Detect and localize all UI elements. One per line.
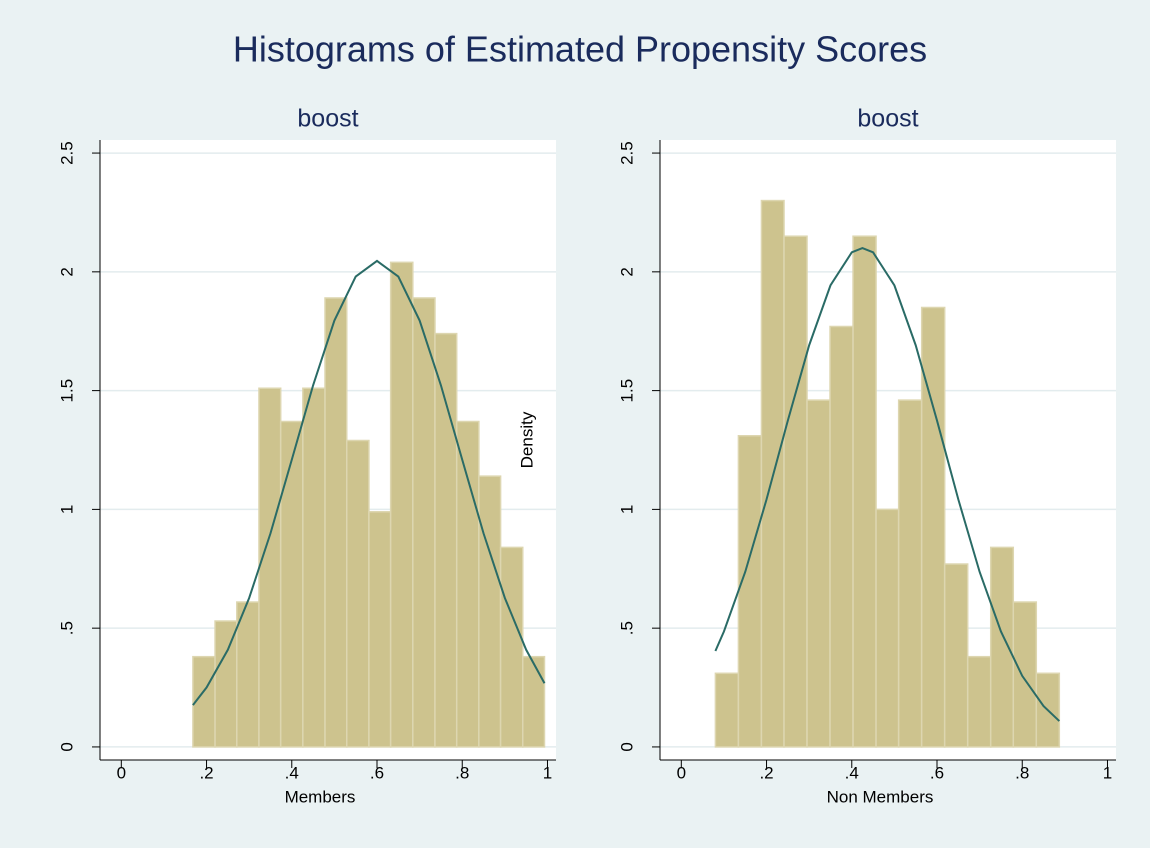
y-tick-label: 1.5 <box>57 379 76 403</box>
x-tick-label: .2 <box>199 763 213 782</box>
bar <box>279 420 304 748</box>
x-tick-label: .8 <box>1015 763 1029 782</box>
y-tick-label: 2 <box>57 267 76 276</box>
x-axis-label: Members <box>285 787 356 806</box>
bar <box>1012 601 1038 748</box>
bar <box>829 325 854 748</box>
y-tick-label: 2.5 <box>617 141 636 165</box>
x-tick-label: 1 <box>1103 763 1112 782</box>
bar <box>989 546 1015 748</box>
bar <box>737 434 763 748</box>
x-tick-label: .4 <box>845 763 859 782</box>
bar <box>324 297 348 748</box>
bar <box>434 332 458 748</box>
bar <box>214 620 238 748</box>
bar <box>302 387 326 748</box>
y-tick-label: .5 <box>57 621 76 635</box>
y-tick-label: 2.5 <box>57 141 76 165</box>
figure-title: Histograms of Estimated Propensity Score… <box>233 29 927 70</box>
bar <box>455 420 480 748</box>
bar <box>943 563 969 748</box>
bar <box>852 235 877 748</box>
bar <box>478 475 502 748</box>
x-tick-label: .6 <box>930 763 944 782</box>
bar <box>714 672 740 748</box>
panel-title: boost <box>857 105 918 133</box>
panel-title: boost <box>297 105 358 133</box>
bar <box>897 399 923 748</box>
y-tick-label: 1 <box>57 505 76 514</box>
bar <box>236 601 260 748</box>
x-tick-label: 0 <box>117 763 126 782</box>
y-tick-label: 1.5 <box>617 379 636 403</box>
bar <box>389 261 414 748</box>
bar <box>783 235 808 748</box>
bar <box>499 546 524 748</box>
y-tick-label: 0 <box>57 742 76 751</box>
bar <box>258 387 282 748</box>
bar <box>806 399 831 748</box>
y-tick-label: 1 <box>617 505 636 514</box>
x-tick-label: .6 <box>370 763 384 782</box>
x-tick-label: .2 <box>759 763 773 782</box>
x-tick-label: 0 <box>677 763 686 782</box>
bar <box>368 511 392 748</box>
bar <box>920 306 946 748</box>
bar <box>522 655 546 748</box>
y-axis-label: Density <box>517 411 536 468</box>
x-tick-label: 1 <box>543 763 552 782</box>
bar <box>412 297 436 748</box>
density-curve <box>714 247 1061 722</box>
bar <box>346 439 370 748</box>
y-tick-label: 0 <box>617 742 636 751</box>
x-axis-label: Non Members <box>827 787 934 806</box>
x-tick-label: .8 <box>455 763 469 782</box>
bar <box>875 508 900 748</box>
y-tick-label: 2 <box>617 267 636 276</box>
bar <box>966 655 992 748</box>
x-tick-label: .4 <box>285 763 299 782</box>
density-curve <box>192 259 546 706</box>
y-tick-label: .5 <box>617 621 636 635</box>
